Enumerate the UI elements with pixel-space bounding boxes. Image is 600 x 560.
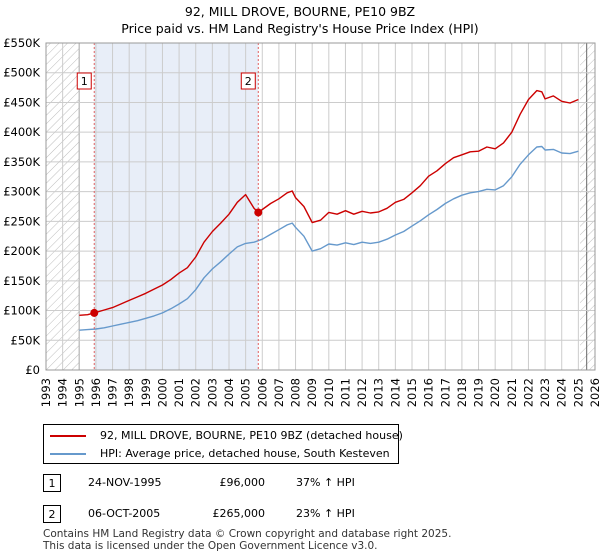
x-tick-label: 2012 [355,378,369,407]
y-tick-label: £150K [3,274,40,288]
y-tick-label: £50K [11,333,41,347]
series-line-hpi [79,145,579,331]
x-tick-label: 1993 [39,378,53,407]
legend-label-hpi: HPI: Average price, detached house, Sout… [100,447,390,460]
sale-marker-box [76,72,92,90]
transaction-number-badge: 1 [43,474,61,492]
x-tick-label: 1998 [122,378,136,407]
x-tick-label: 2019 [472,378,486,407]
x-tick-label: 2005 [239,378,253,407]
sale-marker-label: 2 [245,75,252,88]
transaction-date: 06-OCT-2005 [88,507,161,520]
x-tick-label: 2013 [372,378,386,407]
x-tick-label: 2024 [555,378,569,407]
x-tick-label: 2026 [588,378,600,407]
x-tick-label: 2018 [455,378,469,407]
x-tick-label: 1994 [56,378,70,407]
x-tick-label: 2008 [289,378,303,407]
footer-licence: This data is licensed under the Open Gov… [43,540,378,552]
x-tick-label: 2000 [155,378,169,407]
x-tick-label: 1999 [139,378,153,407]
x-tick-label: 2021 [505,378,519,407]
x-tick-label: 2014 [388,378,402,407]
footer-attribution: Contains HM Land Registry data © Crown c… [43,528,451,552]
x-tick-label: 1997 [106,378,120,407]
x-tick-label: 1995 [72,378,86,407]
series-line-property [79,89,579,316]
legend-swatch-property [50,435,86,437]
y-tick-label: £0 [25,363,40,377]
chart-legend: 92, MILL DROVE, BOURNE, PE10 9BZ (detach… [43,424,403,464]
x-tick-label: 2015 [405,378,419,407]
y-tick-label: £450K [3,95,40,109]
transaction-price: £265,000 [212,507,266,520]
legend-swatch-hpi [50,453,86,455]
y-tick-label: £200K [3,244,40,258]
y-tick-label: £350K [3,155,40,169]
x-tick-label: 2025 [571,378,585,407]
chart-title-address: 92, MILL DROVE, BOURNE, PE10 9BZ [184,4,416,19]
x-tick-label: 2004 [222,378,236,407]
chart-title: 92, MILL DROVE, BOURNE, PE10 9BZ Price p… [0,3,600,37]
transaction-hpi-change: 37% ↑ HPI [296,476,355,489]
x-tick-label: 2010 [322,378,336,407]
chart-title-subtitle: Price paid vs. HM Land Registry's House … [121,21,479,36]
x-tick-label: 2007 [272,378,286,407]
x-tick-label: 2016 [422,378,436,407]
footer-copyright: Contains HM Land Registry data © Crown c… [43,528,452,540]
x-tick-label: 2023 [538,378,552,407]
legend-label-property: 92, MILL DROVE, BOURNE, PE10 9BZ (detach… [100,429,403,442]
x-tick-label: 1996 [89,378,103,407]
y-tick-label: £250K [3,214,40,228]
sale-point [254,208,263,217]
y-tick-label: £500K [3,66,40,80]
y-tick-label: £550K [3,36,40,50]
plot-border [45,42,596,371]
x-tick-label: 2017 [438,378,452,407]
sale-point [90,308,99,317]
x-tick-label: 2022 [521,378,535,407]
y-tick-label: £400K [3,125,40,139]
sale-marker-box [240,72,256,90]
x-tick-label: 2003 [205,378,219,407]
x-tick-label: 2002 [189,378,203,407]
price-chart: 1 2 £0 £50K £100K £150K £200K £250K £300K £350K £… [3,36,600,407]
x-tick-label: 2006 [255,378,269,407]
x-tick-label: 2020 [488,378,502,407]
x-tick-label: 2009 [305,378,319,407]
transaction-number-badge: 2 [43,505,61,523]
transaction-price: £96,000 [219,476,266,489]
no-data-hatch [580,43,595,370]
transaction-hpi-change: 23% ↑ HPI [296,507,355,520]
ownership-shade [94,43,259,370]
y-tick-label: £300K [3,185,40,199]
x-tick-label: 2011 [338,378,352,407]
sale-marker-label: 1 [81,75,88,88]
transaction-date: 24-NOV-1995 [88,476,162,489]
y-tick-label: £100K [3,304,40,318]
x-tick-label: 2001 [172,378,186,407]
